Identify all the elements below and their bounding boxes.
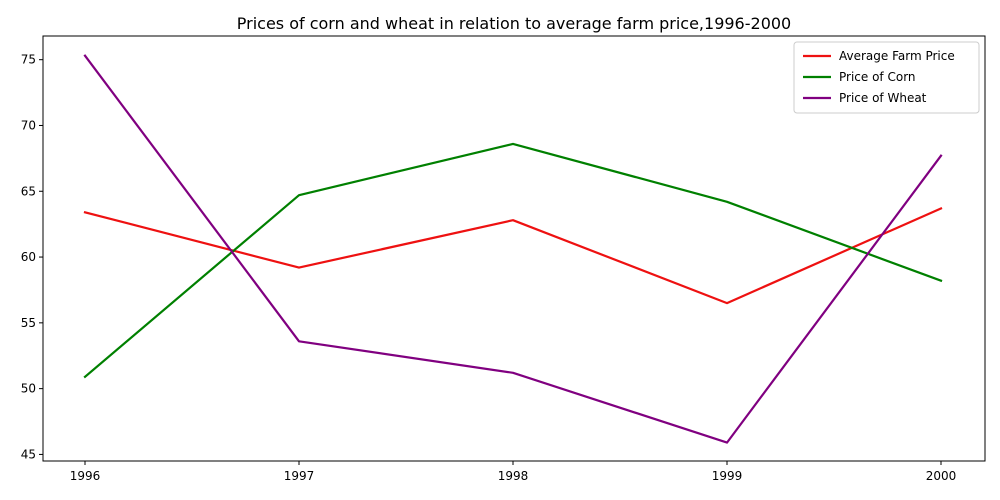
x-tick-label: 2000 [926, 469, 957, 483]
y-tick-label: 75 [21, 53, 36, 67]
y-tick-label: 65 [21, 184, 36, 198]
chart-title: Prices of corn and wheat in relation to … [237, 14, 791, 33]
legend-label-2: Price of Wheat [839, 91, 927, 105]
legend-label-0: Average Farm Price [839, 49, 955, 63]
y-tick-label: 45 [21, 447, 36, 461]
y-tick-label: 55 [21, 316, 36, 330]
legend-box [793, 41, 980, 114]
legend: Average Farm Price Price of Corn Price of … [793, 41, 980, 114]
y-tick-label: 60 [21, 250, 36, 264]
plot-frame [42, 35, 986, 462]
x-tick-label: 1997 [284, 469, 315, 483]
series-layer [83, 54, 943, 444]
y-tick-label: 70 [21, 118, 36, 132]
axes-layer: 1996 1997 1998 1999 2000 45 50 55 60 65 70 75 [21, 35, 986, 483]
series-line-1 [83, 142, 943, 379]
x-tick-label: 1996 [70, 469, 101, 483]
x-tick-label: 1998 [498, 469, 529, 483]
series-line-2 [83, 54, 943, 444]
series-line-0 [83, 206, 943, 305]
y-tick-label: 50 [21, 382, 36, 396]
x-tick-label: 1999 [712, 469, 743, 483]
legend-label-1: Price of Corn [839, 70, 916, 84]
